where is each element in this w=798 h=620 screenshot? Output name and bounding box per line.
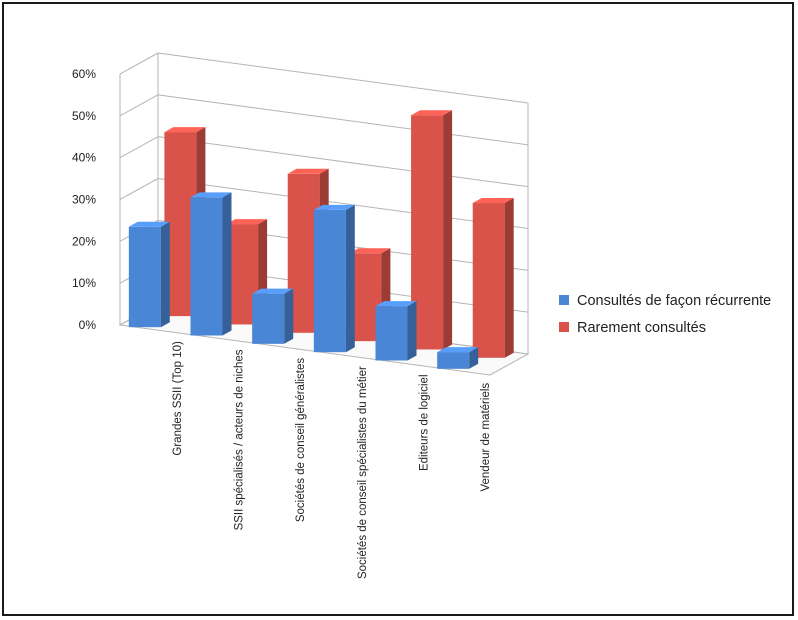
gridline (157, 178, 529, 229)
gridline (157, 136, 529, 188)
bar-rarely-1-top (226, 219, 268, 225)
bar-rarely-3-top (349, 248, 391, 254)
legend: Consultés de façon récurrente Rarement c… (559, 293, 771, 336)
y-tick-label: 30% (72, 193, 96, 207)
gridline-side (119, 136, 159, 159)
bar-rarely-2-top (287, 168, 329, 174)
bar-rarely-0-top (164, 127, 206, 133)
bar-recurring-2-top (252, 288, 294, 294)
bar-recurring-3 (313, 204, 355, 353)
bar-recurring-2 (252, 288, 294, 344)
bar-rarely-5-front (472, 203, 505, 358)
y-tick-label: 60% (72, 67, 96, 81)
legend-swatch-recurring (559, 295, 569, 305)
bar-recurring-0-front (128, 226, 161, 328)
bar-recurring-1 (190, 192, 232, 336)
category-label: Sociétés de conseil généralistes (295, 358, 307, 523)
bar-rarely-5-top (472, 198, 514, 203)
bar-recurring-3-front (313, 209, 346, 353)
legend-label-recurring: Consultés de façon récurrente (577, 293, 771, 309)
y-axis-ticks: 0% 10% 20% 30% 40% 50% 60% (72, 67, 96, 332)
legend-label-rarely: Rarement consultés (577, 320, 706, 336)
bar-rarely-4-top (411, 110, 453, 116)
y-tick-label: 50% (72, 109, 96, 123)
y-tick-label: 40% (72, 151, 96, 165)
category-label: SSII spécialisés / acteurs de niches (234, 349, 246, 530)
bar-rarely-4 (411, 110, 453, 350)
bar-recurring-1-side (222, 192, 232, 336)
bar-recurring-5-front (437, 352, 470, 369)
category-label: Editeurs de logiciel (419, 375, 431, 472)
bar-recurring-1-top (190, 192, 232, 198)
y-tick-label: 20% (72, 234, 96, 248)
bar-recurring-1-front (190, 197, 223, 336)
bar-recurring-0-top (128, 221, 170, 227)
bar-rarely-5 (472, 198, 514, 358)
bar-recurring-2-side (284, 288, 294, 344)
y-tick-label: 10% (72, 276, 96, 290)
category-label: Grandes SSII (Top 10) (172, 341, 184, 456)
category-label: Vendeur de matériels (480, 383, 492, 492)
bar-rarely-5-side (504, 198, 514, 358)
category-label: Sociétés de conseil spécialistes du méti… (357, 366, 369, 579)
bar-recurring-2-front (252, 293, 285, 344)
bar-recurring-5 (437, 347, 479, 369)
legend-swatch-rarely (559, 322, 569, 332)
y-tick-label: 0% (79, 318, 97, 332)
x-axis-categories: Grandes SSII (Top 10) SSII spécialisés / … (172, 341, 492, 579)
bars (128, 110, 514, 369)
bar-recurring-4 (375, 301, 417, 361)
gridline-side (119, 52, 159, 75)
bar-recurring-0 (128, 221, 170, 328)
bar-recurring-3-top (313, 204, 355, 210)
bar-recurring-4-side (407, 301, 417, 361)
bar-recurring-4-front (375, 306, 408, 361)
bar-recurring-0-side (160, 221, 170, 328)
bar-recurring-4-top (375, 301, 417, 307)
gridline (157, 94, 529, 146)
gridline (157, 52, 529, 104)
bar-recurring-5-side (469, 347, 479, 369)
bar-rarely-4-side (443, 110, 453, 350)
gridline-side (119, 178, 159, 200)
bar-recurring-3-side (345, 204, 355, 353)
bar-recurring-5-top (437, 347, 479, 353)
gridline-side (119, 94, 159, 117)
